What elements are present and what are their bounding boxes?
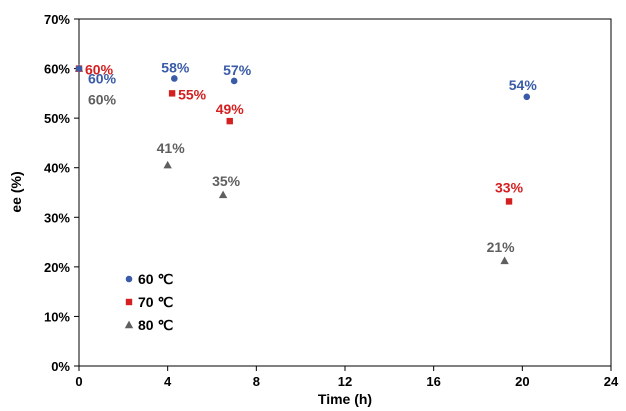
y-tick-label: 60% [44,62,70,77]
x-tick-label: 24 [604,374,619,389]
data-point [505,198,513,205]
x-tick-label: 4 [164,374,172,389]
data-label: 33% [495,179,524,195]
data-label: 54% [509,77,538,93]
data-point [218,190,228,199]
legend: 60 ℃ 70 ℃ 80 ℃ [124,271,173,333]
y-tick-label: 40% [44,161,70,176]
y-tick-label: 50% [44,111,70,126]
data-point [168,90,176,97]
legend-marker [125,298,133,306]
x-tick-label: 8 [253,374,260,389]
legend-marker [124,320,134,329]
data-label: 55% [178,86,207,102]
ticks-layer: 0 4 8 12 16 20 24 0% 10% 20% 30% 40% 50% 60% 70% [44,12,619,389]
data-point [523,93,531,101]
y-tick-label: 30% [44,210,70,225]
plot-area-border [78,18,612,367]
data-label: 49% [216,101,245,117]
legend-label: 70 ℃ [138,294,173,310]
data-point [230,77,238,85]
data-point [226,117,233,125]
data-label: 60% [88,92,117,108]
data-label: 58% [161,59,190,75]
data-label: 41% [157,140,186,156]
y-axis-title: ee (%) [8,171,24,212]
data-label: 60% [85,62,114,78]
legend-label: 60 ℃ [138,271,173,287]
data-label: 35% [212,173,241,189]
data-point [171,75,178,82]
x-tick-label: 12 [338,374,352,389]
y-tick-label: 10% [44,309,70,324]
x-tick-label: 0 [75,374,82,389]
data-point [163,160,172,169]
legend-label: 80 ℃ [138,317,173,333]
data-labels-layer: 60% 58% 57% 54% 60% 55% 49% 33% 60% 41% 35% 21% [85,59,537,254]
data-point [75,65,83,72]
x-tick-label: 20 [515,374,529,389]
legend-marker [125,275,133,283]
data-label: 57% [223,62,252,78]
points-layer [74,64,531,265]
data-label: 60% [88,71,117,87]
x-tick-label: 16 [426,374,440,389]
y-tick-label: 20% [44,260,70,275]
data-point [500,256,509,265]
data-label: 21% [487,239,516,255]
x-axis-title: Time (h) [318,391,372,407]
y-tick-label: 0% [51,359,70,374]
y-tick-label: 70% [44,12,70,27]
